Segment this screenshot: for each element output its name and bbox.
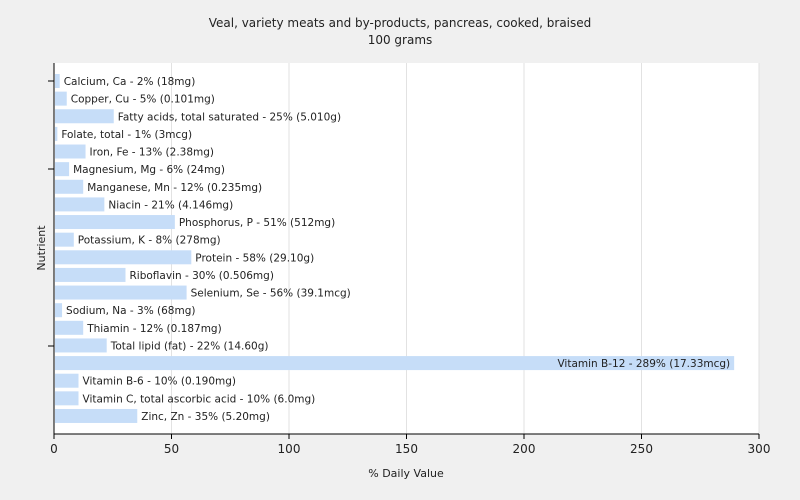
bar <box>55 126 58 141</box>
bar-label: Niacin - 21% (4.146mg) <box>108 199 233 211</box>
bar <box>55 391 79 406</box>
bar-label: Potassium, K - 8% (278mg) <box>78 235 221 247</box>
bar-label: Fatty acids, total saturated - 25% (5.01… <box>118 111 341 123</box>
x-tick-label: 200 <box>513 442 536 456</box>
bar-label: Selenium, Se - 56% (39.1mcg) <box>191 288 351 300</box>
bar <box>55 162 70 177</box>
bar-label: Magnesium, Mg - 6% (24mg) <box>73 164 225 176</box>
chart-subtitle: 100 grams <box>368 33 433 47</box>
bar <box>55 267 126 282</box>
bar-label: Iron, Fe - 13% (2.38mg) <box>90 147 214 159</box>
bar-label: Riboflavin - 30% (0.506mg) <box>130 270 274 282</box>
chart-title: Veal, variety meats and by-products, pan… <box>209 16 592 30</box>
bar-label: Copper, Cu - 5% (0.101mg) <box>71 94 215 106</box>
bar-label: Total lipid (fat) - 22% (14.60g) <box>110 340 269 352</box>
bar <box>55 320 84 335</box>
bar <box>55 215 175 230</box>
bar <box>55 303 63 318</box>
bar <box>55 408 138 423</box>
bar-label: Calcium, Ca - 2% (18mg) <box>64 76 196 88</box>
bar <box>55 74 60 88</box>
bar-label: Phosphorus, P - 51% (512mg) <box>179 217 335 229</box>
x-tick-label: 100 <box>278 442 301 456</box>
bar <box>55 179 84 194</box>
bar <box>55 250 192 265</box>
y-axis-label: Nutrient <box>35 225 48 271</box>
gridlines <box>171 63 760 434</box>
bars: Calcium, Ca - 2% (18mg) Copper, Cu - 5% (… <box>55 74 735 423</box>
x-tick-label: 250 <box>630 442 653 456</box>
bar <box>55 109 114 124</box>
bar-label: Manganese, Mn - 12% (0.235mg) <box>87 182 262 194</box>
bar-label: Vitamin C, total ascorbic acid - 10% (6.… <box>83 393 316 405</box>
bar-label: Folate, total - 1% (3mcg) <box>61 129 192 141</box>
bar-label: Protein - 58% (29.10g) <box>195 252 314 264</box>
x-axis-label: % Daily Value <box>368 467 444 480</box>
bar-label: Vitamin B-6 - 10% (0.190mg) <box>83 376 237 388</box>
x-tick-label: 300 <box>748 442 771 456</box>
x-ticks: 0 50 100 150 200 250 300 <box>50 434 770 456</box>
x-tick-label: 0 <box>50 442 58 456</box>
bar-label: Thiamin - 12% (0.187mg) <box>86 323 222 335</box>
bar <box>55 338 107 353</box>
bar-label: Sodium, Na - 3% (68mg) <box>66 305 195 317</box>
bar <box>55 144 86 159</box>
bar <box>55 285 187 300</box>
bar <box>55 232 74 247</box>
bar <box>55 197 105 212</box>
bar <box>55 91 67 106</box>
x-tick-label: 150 <box>395 442 418 456</box>
bar-label: Vitamin B-12 - 289% (17.33mcg) <box>557 358 730 370</box>
bar <box>55 356 735 371</box>
bar <box>55 373 79 388</box>
bar-label: Zinc, Zn - 35% (5.20mg) <box>141 411 270 423</box>
x-tick-label: 50 <box>164 442 179 456</box>
